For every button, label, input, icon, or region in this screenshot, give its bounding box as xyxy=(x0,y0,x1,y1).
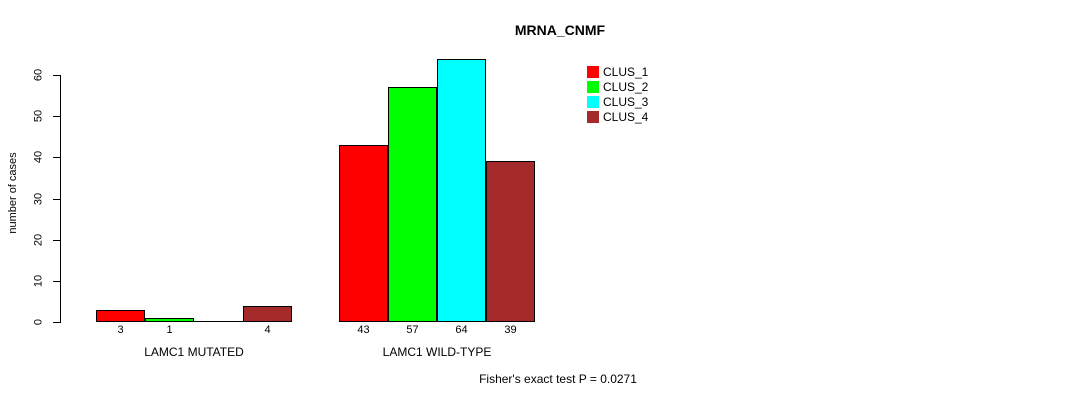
bar-clus_4-lamc1-wild-type xyxy=(486,161,535,322)
legend-item-clus_3: CLUS_3 xyxy=(587,96,648,108)
chart-title: MRNA_CNMF xyxy=(514,22,606,38)
bar-clus_4-lamc1-mutated xyxy=(243,306,292,322)
legend-item-clus_2: CLUS_2 xyxy=(587,81,648,93)
y-tick-label: 0 xyxy=(32,318,45,326)
bar-value-label: 3 xyxy=(117,324,124,336)
bar-clus_2-lamc1-wild-type xyxy=(388,87,437,322)
y-tick-label: 60 xyxy=(32,68,45,82)
bar-value-label: 57 xyxy=(406,324,419,336)
bar-clus_3-lamc1-mutated-zero xyxy=(194,321,243,322)
legend-label: CLUS_4 xyxy=(603,110,649,124)
y-tick-mark xyxy=(53,116,60,117)
y-tick-mark xyxy=(53,281,60,282)
legend-swatch-clus_3 xyxy=(587,96,599,108)
y-tick-label: 30 xyxy=(32,192,45,206)
y-tick-label: 50 xyxy=(32,109,45,123)
bar-clus_1-lamc1-mutated xyxy=(96,310,145,322)
bar-value-label: 43 xyxy=(357,324,370,336)
y-axis-line xyxy=(60,75,61,323)
bar-clus_3-lamc1-wild-type xyxy=(437,59,486,322)
y-axis-label: number of cases xyxy=(7,152,19,234)
legend-swatch-clus_4 xyxy=(587,111,599,123)
legend-item-clus_4: CLUS_4 xyxy=(587,111,648,123)
y-tick-mark xyxy=(53,75,60,76)
bar-value-label: 4 xyxy=(264,324,271,336)
y-tick-label: 40 xyxy=(32,150,45,164)
y-tick-mark xyxy=(53,199,60,200)
legend-swatch-clus_1 xyxy=(587,66,599,78)
bar-clus_2-lamc1-mutated xyxy=(145,318,194,322)
bar-value-label: 1 xyxy=(166,324,173,336)
legend-label: CLUS_2 xyxy=(603,80,649,94)
group-label-0: LAMC1 MUTATED xyxy=(144,345,244,359)
legend-label: CLUS_1 xyxy=(603,65,649,79)
fisher-test-annotation: Fisher's exact test P = 0.0271 xyxy=(479,372,637,386)
legend-label: CLUS_3 xyxy=(603,95,649,109)
y-tick-label: 20 xyxy=(32,233,45,247)
legend-swatch-clus_2 xyxy=(587,81,599,93)
y-tick-mark xyxy=(53,157,60,158)
bar-clus_1-lamc1-wild-type xyxy=(339,145,388,322)
legend-item-clus_1: CLUS_1 xyxy=(587,66,648,78)
y-tick-mark xyxy=(53,322,60,323)
bar-value-label: 64 xyxy=(455,324,468,336)
legend: CLUS_1 CLUS_2 CLUS_3 CLUS_4 xyxy=(587,66,648,126)
group-label-1: LAMC1 WILD-TYPE xyxy=(382,345,492,359)
y-tick-label: 10 xyxy=(32,274,45,288)
bar-value-label: 39 xyxy=(504,324,517,336)
y-tick-mark xyxy=(53,240,60,241)
